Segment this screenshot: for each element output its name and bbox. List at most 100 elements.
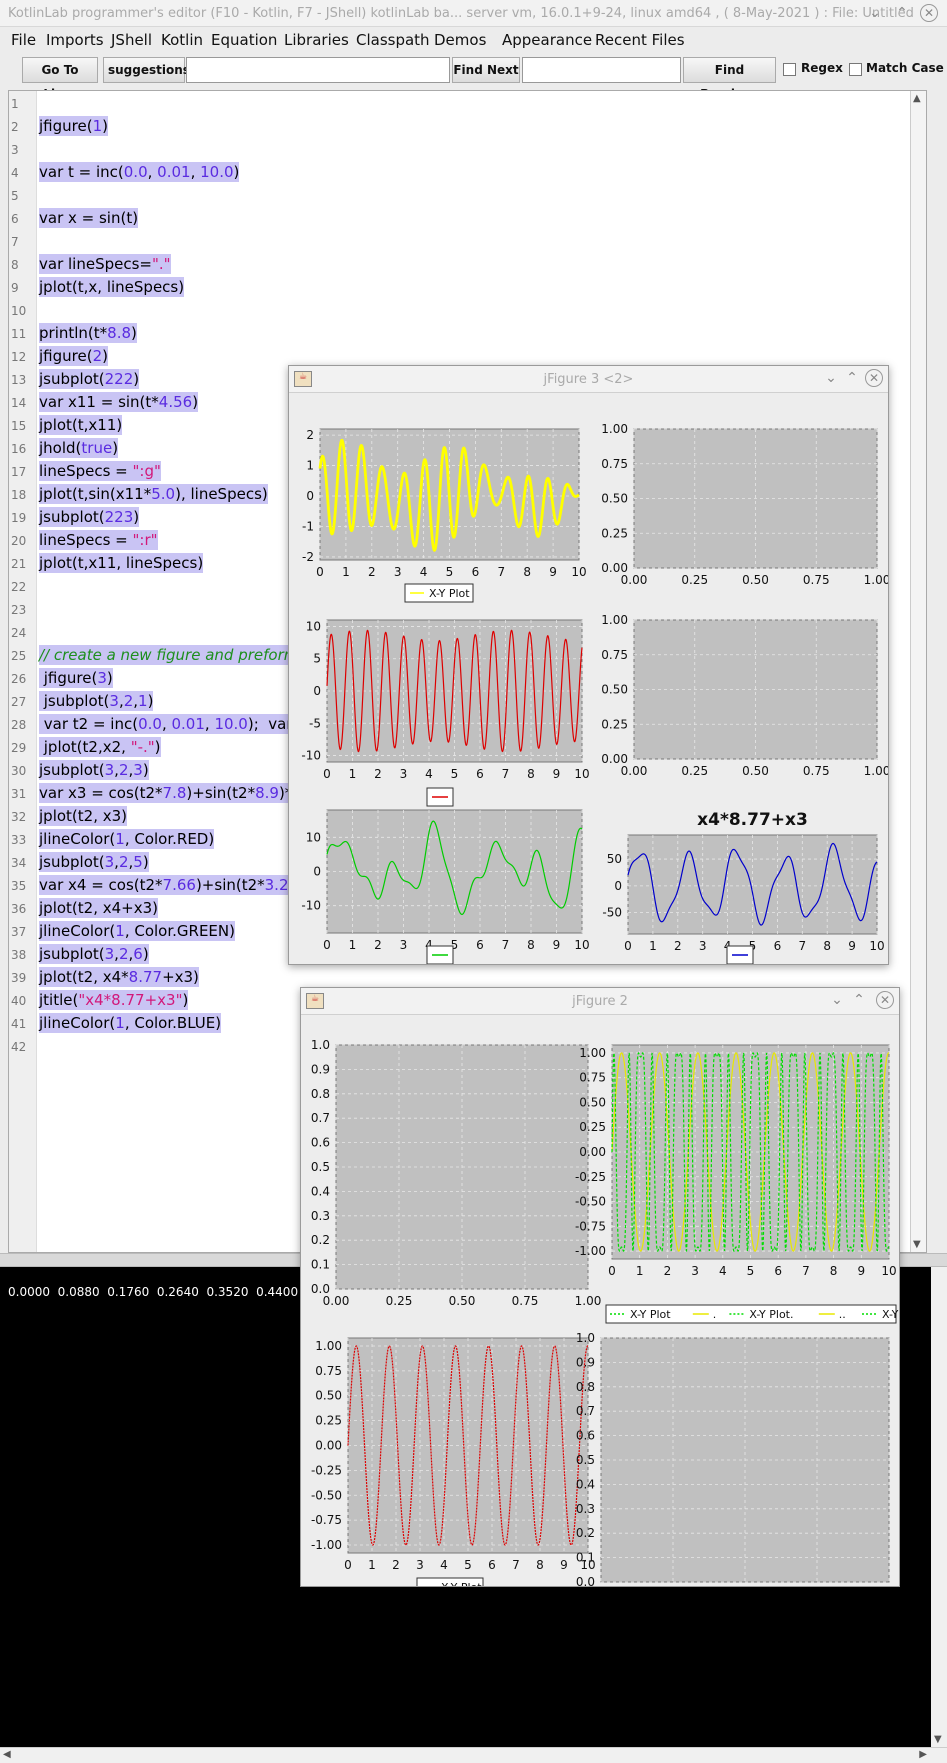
- find-previous-button[interactable]: Find Previous: [683, 57, 776, 101]
- scroll-down-icon[interactable]: ▼: [934, 1734, 942, 1745]
- code-line[interactable]: var lineSpecs=".": [39, 254, 171, 274]
- suggestions-label: suggestions:: [103, 57, 195, 83]
- x-tick-label: 0.75: [803, 764, 830, 778]
- x-tick-label: 0.75: [803, 573, 830, 587]
- code-token: jsubplot(: [39, 945, 105, 963]
- horizontal-scrollbar[interactable]: ◀ ▶: [0, 1747, 947, 1763]
- code-line[interactable]: jhold(true): [39, 438, 119, 458]
- code-line[interactable]: jtitle("x4*8.77+x3"): [39, 990, 189, 1010]
- code-line[interactable]: jsubplot(3,2,1): [39, 691, 154, 711]
- y-tick-label: 0.3: [576, 1502, 595, 1516]
- code-line[interactable]: jsubplot(3,2,3): [39, 760, 149, 780]
- code-line[interactable]: jlineColor(1, Color.GREEN): [39, 921, 235, 941]
- x-tick-label: 0.00: [323, 1294, 350, 1308]
- match-case-checkbox[interactable]: [849, 63, 862, 76]
- maximize-icon[interactable]: ⌃: [853, 992, 865, 1008]
- scroll-up-icon[interactable]: ▲: [913, 93, 921, 104]
- jfigure3-titlebar[interactable]: ☕ jFigure 3 <2> ⌄ ⌃ ✕: [289, 366, 888, 393]
- code-line[interactable]: jsubplot(223): [39, 507, 140, 527]
- console-scrollbar[interactable]: ▼: [931, 1267, 947, 1747]
- code-line[interactable]: var t2 = inc(0.0, 0.01, 10.0); var x2: [39, 714, 316, 734]
- y-tick-label: 1.00: [315, 1339, 342, 1353]
- line-number: 14: [11, 396, 27, 410]
- code-line[interactable]: jfigure(2): [39, 346, 108, 366]
- maximize-icon[interactable]: ⌃: [896, 5, 908, 21]
- jfigure3-window[interactable]: ☕ jFigure 3 <2> ⌄ ⌃ ✕ 0 1 2 3 4 5 6 7 8 9 10 2 1 0 -1-…: [288, 365, 889, 965]
- scroll-down-icon[interactable]: ▼: [913, 1239, 921, 1250]
- y-tick-label: 0.8: [311, 1087, 330, 1101]
- x-tick-label: 5: [464, 1558, 472, 1572]
- y-tick-label: -10: [301, 899, 321, 913]
- regex-checkbox[interactable]: [783, 63, 796, 76]
- x-tick-label: 2: [674, 939, 682, 953]
- jfigure2-titlebar[interactable]: ☕ jFigure 2 ⌄ ⌃ ✕: [301, 988, 899, 1015]
- code-line[interactable]: jlineColor(1, Color.RED): [39, 829, 215, 849]
- code-line[interactable]: jplot(t2,x2, "-."): [39, 737, 161, 757]
- menu-appearance[interactable]: Appearance: [502, 31, 593, 49]
- suggestions-input[interactable]: [186, 57, 450, 83]
- code-line[interactable]: jsubplot(222): [39, 369, 140, 389]
- menu-recent-files[interactable]: Recent Files: [595, 31, 685, 49]
- line-number: 4: [11, 166, 19, 180]
- code-line[interactable]: var x3 = cos(t2*7.8)+sin(t2*8.9)*8.: [39, 783, 307, 803]
- code-line[interactable]: jsubplot(3,2,5): [39, 852, 149, 872]
- minimize-icon[interactable]: ⌄: [869, 5, 881, 21]
- close-icon[interactable]: ✕: [920, 4, 938, 22]
- code-line[interactable]: jplot(t,sin(x11*5.0), lineSpecs): [39, 484, 268, 504]
- code-line[interactable]: println(t*8.8): [39, 323, 137, 343]
- x-tick-label: 10: [881, 1264, 896, 1278]
- y-tick-label: 0.00: [601, 561, 628, 575]
- menu-kotlin[interactable]: Kotlin: [161, 31, 203, 49]
- code-line[interactable]: jplot(t2, x4+x3): [39, 898, 158, 918]
- y-tick-label: 0.2: [311, 1233, 330, 1247]
- maximize-icon[interactable]: ⌃: [846, 370, 858, 386]
- jfigure2-window[interactable]: ☕ jFigure 2 ⌄ ⌃ ✕ 0.00 0.25 0.50 0.75 1.00 1.…: [300, 987, 900, 1587]
- code-line[interactable]: // create a new figure and preform a: [39, 645, 313, 665]
- x-tick-label: 9: [857, 1264, 865, 1278]
- scroll-right-icon[interactable]: ▶: [919, 1749, 927, 1760]
- window-titlebar[interactable]: KotlinLab programmer's editor (F10 - Kot…: [0, 0, 947, 27]
- code-line[interactable]: var x = sin(t): [39, 208, 139, 228]
- series-line: [318, 438, 580, 552]
- code-line[interactable]: jplot(t,x11, lineSpecs): [39, 553, 204, 573]
- line-number: 36: [11, 902, 27, 916]
- menu-classpath[interactable]: Classpath: [356, 31, 430, 49]
- y-tick-label: 1.00: [601, 422, 628, 436]
- close-icon[interactable]: ✕: [876, 991, 894, 1009]
- jfigure2-title: jFigure 2: [572, 994, 628, 1009]
- code-line[interactable]: jplot(t2, x4*8.77+x3): [39, 967, 199, 987]
- minimize-icon[interactable]: ⌄: [825, 370, 837, 386]
- minimize-icon[interactable]: ⌄: [831, 992, 843, 1008]
- menu-equation[interactable]: Equation: [211, 31, 278, 49]
- code-line[interactable]: lineSpecs = ":g": [39, 461, 161, 481]
- code-line[interactable]: var x4 = cos(t2*7.66)+sin(t2*3.23): [39, 875, 304, 895]
- code-line[interactable]: jsubplot(3,2,6): [39, 944, 149, 964]
- menu-file[interactable]: File: [11, 31, 37, 49]
- code-line[interactable]: jplot(t2, x3): [39, 806, 128, 826]
- editor-scrollbar[interactable]: ▲ ▼: [910, 91, 926, 1252]
- menu-imports[interactable]: Imports: [46, 31, 104, 49]
- scroll-left-icon[interactable]: ◀: [3, 1749, 11, 1760]
- close-icon[interactable]: ✕: [865, 369, 883, 387]
- code-line[interactable]: jplot(t,x, lineSpecs): [39, 277, 185, 297]
- go-to-line-button[interactable]: Go To Line:: [22, 57, 98, 101]
- code-line[interactable]: jplot(t,x11): [39, 415, 123, 435]
- code-line[interactable]: jfigure(3): [39, 668, 113, 688]
- menu-demos[interactable]: Demos: [434, 31, 487, 49]
- x-tick-label: 3: [691, 1264, 699, 1278]
- code-line[interactable]: var t = inc(0.0, 0.01, 10.0): [39, 162, 240, 182]
- code-line[interactable]: jlineColor(1, Color.BLUE): [39, 1013, 222, 1033]
- legend-box: [416, 1577, 484, 1586]
- code-line[interactable]: jfigure(1): [39, 116, 108, 136]
- find-input[interactable]: [522, 57, 681, 83]
- code-token: jfigure(: [39, 669, 98, 687]
- code-line[interactable]: var x11 = sin(t*4.56): [39, 392, 199, 412]
- menu-jshell[interactable]: JShell: [111, 31, 153, 49]
- console-output: 0.0000 0.0880 0.1760 0.2640 0.3520 0.440…: [8, 1285, 321, 1299]
- y-tick-label: 0.4: [576, 1477, 595, 1491]
- find-next-button[interactable]: Find Next: [452, 57, 520, 83]
- regex-label: Regex: [801, 61, 843, 75]
- menu-libraries[interactable]: Libraries: [284, 31, 349, 49]
- code-line[interactable]: lineSpecs = ":r": [39, 530, 158, 550]
